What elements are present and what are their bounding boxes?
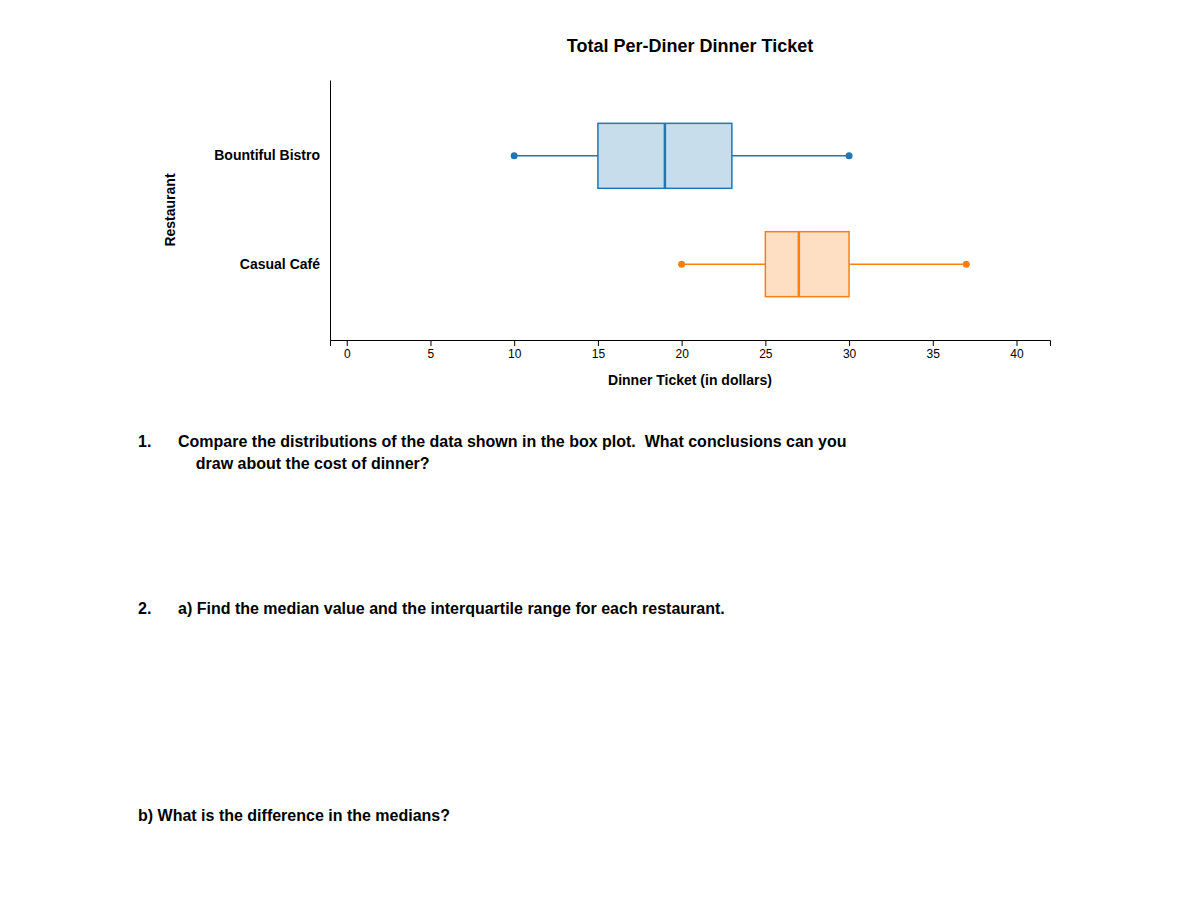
y-tick-label: Bountiful Bistro: [214, 147, 320, 163]
x-axis-title: Dinner Ticket (in dollars): [608, 372, 772, 388]
box-group: [678, 232, 970, 297]
x-tick-mark: [514, 340, 515, 346]
y-tick-label: Casual Café: [240, 256, 320, 272]
x-tick: 5: [428, 340, 435, 361]
x-tick: 15: [592, 340, 606, 361]
min-point: [511, 152, 518, 159]
whisker-low: [514, 155, 598, 157]
x-axis: 0 5 10 15 20 25 30 35 40: [331, 340, 1051, 361]
whisker-low: [682, 263, 766, 265]
chart-svg: 0 5 10 15 20 25 30 35 40 Bountiful Bistro Casual C…: [0, 0, 1200, 900]
x-axis-line: [331, 341, 1051, 347]
annotation-text: Compare the distributions of the data sh…: [178, 433, 846, 472]
x-tick-label: 10: [508, 347, 522, 361]
x-tick-label: 20: [675, 347, 689, 361]
median: [798, 232, 801, 297]
x-tick-label: 35: [927, 347, 941, 361]
annotation-line: b) What is the difference in the medians…: [138, 807, 450, 824]
x-tick-label: 25: [759, 347, 773, 361]
x-tick-mark: [933, 340, 934, 346]
box: [765, 232, 849, 297]
x-tick-label: 0: [344, 347, 351, 361]
box: [598, 123, 732, 188]
whisker-high: [732, 155, 849, 157]
chart-title: Total Per-Diner Dinner Ticket: [567, 36, 813, 56]
annotations: 1. Compare the distributions of the data …: [138, 433, 846, 824]
x-tick-mark: [765, 340, 766, 346]
annotation-line: draw about the cost of dinner?: [178, 455, 430, 472]
max-point: [846, 152, 853, 159]
max-point: [963, 261, 970, 268]
x-tick-mark: [430, 340, 431, 346]
x-tick-mark: [347, 340, 348, 346]
y-axis-line: [330, 81, 331, 341]
whisker-high: [849, 263, 966, 265]
x-tick-mark: [849, 340, 850, 346]
x-tick: 35: [927, 340, 941, 361]
annotation-number: 1.: [138, 433, 151, 450]
min-point: [678, 261, 685, 268]
box-group: [511, 123, 853, 188]
x-tick: 25: [759, 340, 773, 361]
x-tick-mark: [682, 340, 683, 346]
x-tick: 40: [1010, 340, 1024, 361]
x-tick: 30: [843, 340, 857, 361]
x-tick: 10: [508, 340, 522, 361]
x-tick-label: 40: [1010, 347, 1024, 361]
marks: [511, 123, 970, 296]
median: [664, 123, 667, 188]
y-axis-title: Restaurant: [162, 173, 178, 246]
annotation-number: 2.: [138, 600, 151, 617]
annotation-line: Compare the distributions of the data sh…: [178, 433, 846, 450]
x-tick: 0: [344, 340, 351, 361]
annotation-line: a) Find the median value and the interqu…: [178, 600, 725, 617]
x-tick-mark: [1017, 340, 1018, 346]
x-tick: 20: [675, 340, 689, 361]
y-tick: Casual Café: [240, 256, 320, 272]
x-tick-label: 15: [592, 347, 606, 361]
y-tick: Bountiful Bistro: [214, 147, 320, 163]
x-tick-label: 30: [843, 347, 857, 361]
x-tick-mark: [598, 340, 599, 346]
annotation-text: a) Find the median value and the interqu…: [178, 600, 725, 617]
x-tick-label: 5: [428, 347, 435, 361]
annotation-text: b) What is the difference in the medians…: [138, 807, 450, 824]
y-axis: Bountiful Bistro Casual Café: [214, 81, 330, 341]
